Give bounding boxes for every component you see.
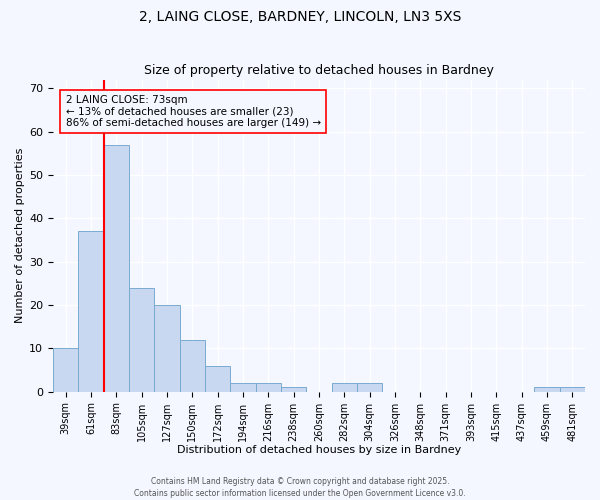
- Y-axis label: Number of detached properties: Number of detached properties: [15, 148, 25, 324]
- Text: Contains HM Land Registry data © Crown copyright and database right 2025.
Contai: Contains HM Land Registry data © Crown c…: [134, 476, 466, 498]
- Bar: [256, 383, 281, 392]
- Bar: [535, 388, 560, 392]
- Bar: [230, 383, 256, 392]
- Text: 2, LAING CLOSE, BARDNEY, LINCOLN, LN3 5XS: 2, LAING CLOSE, BARDNEY, LINCOLN, LN3 5X…: [139, 10, 461, 24]
- Bar: [560, 388, 585, 392]
- Bar: [129, 288, 154, 392]
- Bar: [79, 232, 104, 392]
- Bar: [154, 305, 179, 392]
- Bar: [205, 366, 230, 392]
- Title: Size of property relative to detached houses in Bardney: Size of property relative to detached ho…: [144, 64, 494, 77]
- Bar: [53, 348, 79, 392]
- Bar: [104, 144, 129, 392]
- Bar: [357, 383, 382, 392]
- Bar: [332, 383, 357, 392]
- Bar: [179, 340, 205, 392]
- Bar: [281, 388, 307, 392]
- X-axis label: Distribution of detached houses by size in Bardney: Distribution of detached houses by size …: [177, 445, 461, 455]
- Text: 2 LAING CLOSE: 73sqm
← 13% of detached houses are smaller (23)
86% of semi-detac: 2 LAING CLOSE: 73sqm ← 13% of detached h…: [65, 94, 321, 128]
